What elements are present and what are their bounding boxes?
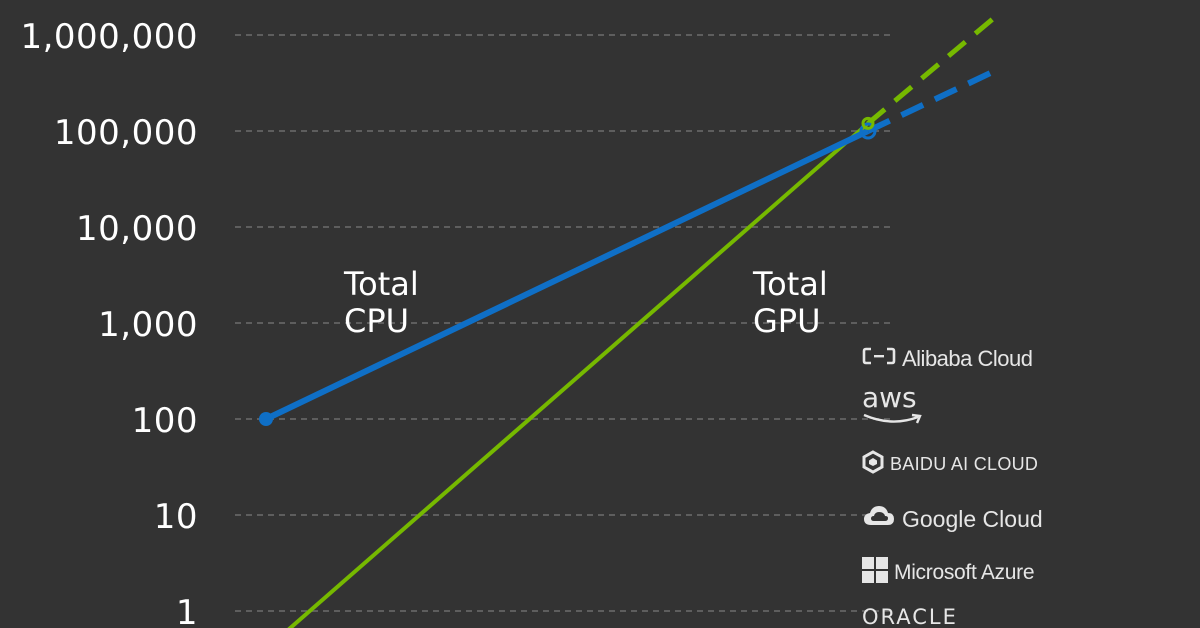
series-label-line: Total [344,265,419,303]
provider-name: BAIDU AI CLOUD [890,454,1039,474]
series-label-line: CPU [344,302,410,340]
y-tick-label: 1,000,000 [20,17,198,57]
data-point-gpu [861,116,875,130]
provider-google-cloud: Google Cloud [862,503,1043,535]
series-label-gpu: Total GPU [753,266,828,340]
series-line-cpu [264,128,870,422]
aws-smile-icon [862,412,926,431]
provider-alibaba-cloud: Alibaba Cloud [862,346,1033,372]
y-tick-label: 10 [153,497,198,537]
provider-microsoft-azure: Microsoft Azure [862,557,1035,589]
series-projection-gpu [866,13,999,126]
series-label-cpu: Total CPU [344,266,419,340]
data-point-cpu [259,412,273,426]
y-tick-label: 100 [131,401,198,441]
alibaba-cloud-icon [862,346,896,372]
provider-aws: aws [862,384,926,431]
provider-name: Google Cloud [902,505,1043,532]
provider-name: aws [862,381,917,414]
y-tick-label: 100,000 [53,113,198,153]
provider-baidu-ai-cloud: BAIDU AI CLOUD [862,450,1038,479]
baidu-hexagon-icon [862,450,884,479]
provider-name: Alibaba Cloud [902,346,1033,371]
y-tick-label: 10,000 [76,209,198,249]
provider-name: Microsoft Azure [894,561,1035,584]
y-tick-label: 1 [175,593,198,628]
windows-grid-icon [862,557,888,589]
y-tick-label: 1,000 [98,305,198,345]
series-label-line: GPU [753,302,821,340]
provider-name: ORACLE [862,605,958,628]
provider-oracle: ORACLE [862,605,958,628]
google-cloud-icon [862,503,896,535]
series-projection-cpu [866,70,992,134]
data-point-cpu [859,122,877,140]
series-label-line: Total [753,265,828,303]
series-line-gpu [287,121,870,628]
